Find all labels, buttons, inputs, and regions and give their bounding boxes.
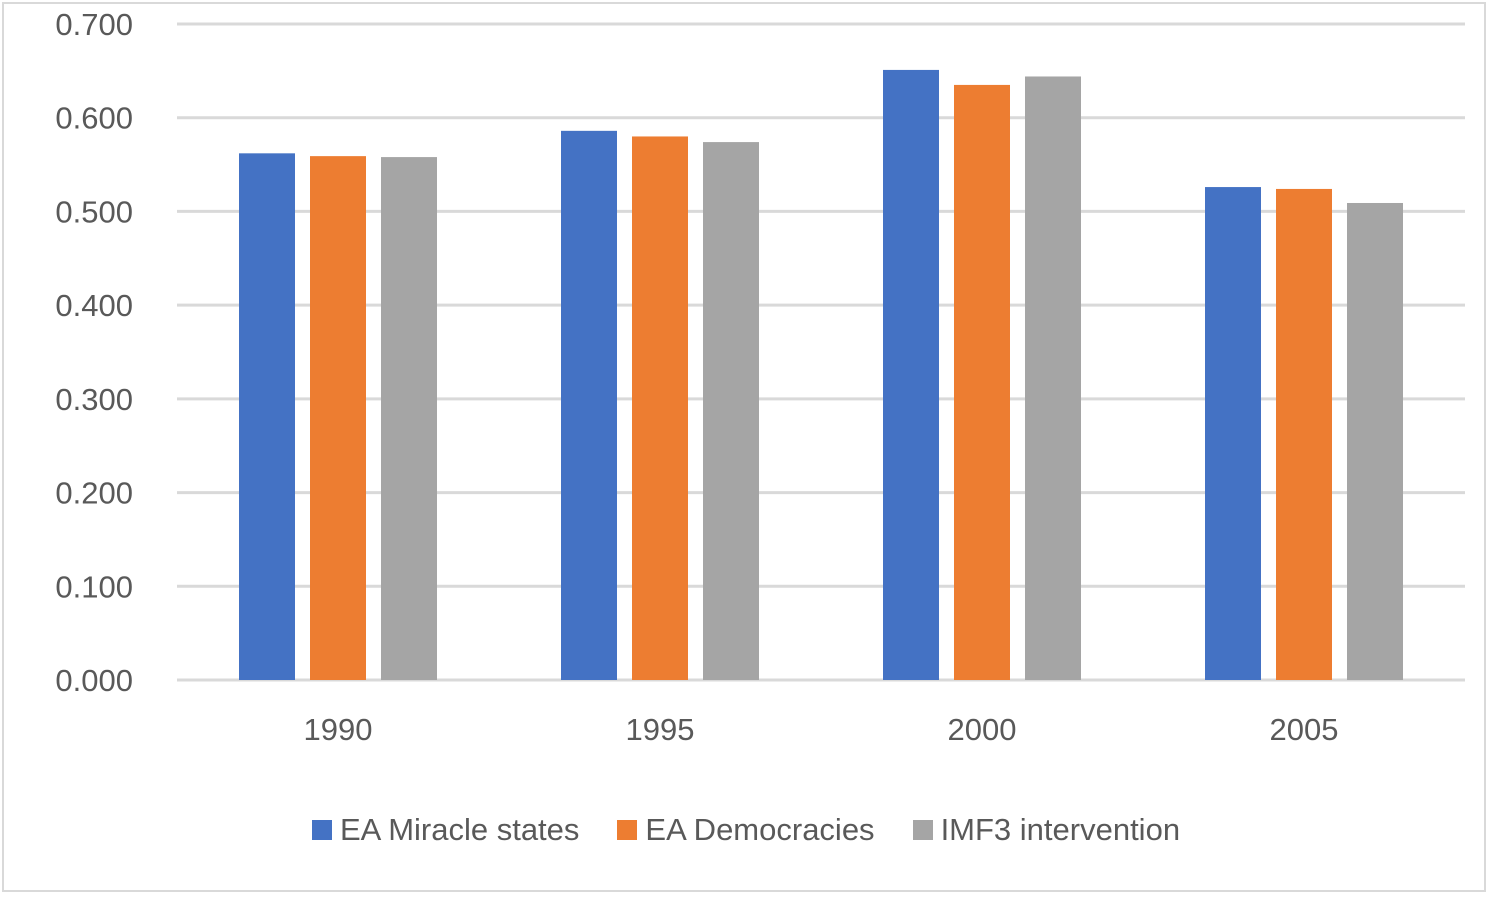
gridlines bbox=[177, 22, 1465, 682]
legend-label: IMF3 intervention bbox=[940, 812, 1181, 847]
y-tick-label: 0.500 bbox=[55, 194, 133, 229]
y-tick-label: 0.300 bbox=[55, 382, 133, 417]
bar-ea-miracle-states-2005 bbox=[1205, 187, 1261, 680]
bar-ea-miracle-states-1995 bbox=[561, 130, 617, 680]
x-tick-label: 2005 bbox=[1270, 712, 1339, 747]
bar-imf3-intervention-2000 bbox=[1025, 76, 1081, 681]
bar-imf3-intervention-2005 bbox=[1347, 202, 1403, 680]
legend-label: EA Miracle states bbox=[339, 812, 580, 847]
legend-swatch bbox=[912, 820, 933, 840]
legend-label: EA Democracies bbox=[645, 812, 875, 847]
y-tick-label: 0.200 bbox=[55, 476, 133, 511]
y-tick-label: 0.100 bbox=[55, 569, 133, 604]
x-tick-label: 2000 bbox=[948, 712, 1017, 747]
bar-ea-democracies-1990 bbox=[310, 156, 366, 680]
legend: EA Miracle states EA Democracies IMF3 in… bbox=[0, 812, 1492, 848]
y-axis-ticks: 0.000 0.100 0.200 0.300 0.400 0.500 0.600 0.700 bbox=[55, 7, 133, 698]
bar-ea-democracies-1995 bbox=[632, 136, 688, 680]
legend-item-ea-democracies: EA Democracies bbox=[617, 812, 875, 848]
bar-ea-miracle-states-1990 bbox=[239, 153, 295, 681]
bar-ea-miracle-states-2000 bbox=[883, 69, 939, 681]
legend-item-imf3-intervention: IMF3 intervention bbox=[912, 812, 1181, 848]
legend-item-ea-miracle-states: EA Miracle states bbox=[311, 812, 580, 848]
y-tick-label: 0.400 bbox=[55, 288, 133, 323]
y-tick-label: 0.700 bbox=[55, 7, 133, 42]
y-tick-label: 0.000 bbox=[55, 663, 133, 698]
bar-ea-democracies-2000 bbox=[954, 84, 1010, 680]
legend-swatch bbox=[617, 820, 638, 840]
bars bbox=[239, 69, 1403, 681]
x-axis-ticks: 1990 1995 2000 2005 bbox=[304, 712, 1339, 747]
bar-ea-democracies-2005 bbox=[1276, 188, 1332, 681]
y-tick-label: 0.600 bbox=[55, 101, 133, 136]
x-tick-label: 1995 bbox=[626, 712, 695, 747]
bar-imf3-intervention-1990 bbox=[381, 157, 437, 680]
x-tick-label: 1990 bbox=[304, 712, 373, 747]
legend-swatch bbox=[311, 820, 332, 840]
bar-imf3-intervention-1995 bbox=[703, 142, 759, 680]
